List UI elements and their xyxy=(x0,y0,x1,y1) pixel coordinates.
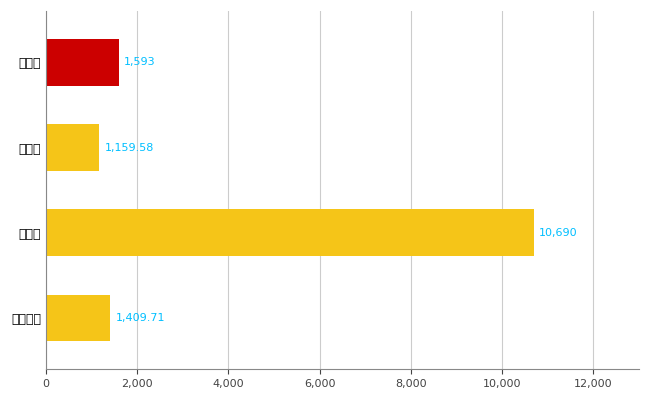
Text: 1,159.58: 1,159.58 xyxy=(105,142,153,152)
Bar xyxy=(46,209,534,256)
Bar xyxy=(46,294,110,342)
Text: 1,409.71: 1,409.71 xyxy=(116,313,165,323)
Text: 1,593: 1,593 xyxy=(124,57,156,67)
Bar xyxy=(46,124,99,171)
Bar xyxy=(46,39,119,86)
Text: 10,690: 10,690 xyxy=(539,228,578,238)
